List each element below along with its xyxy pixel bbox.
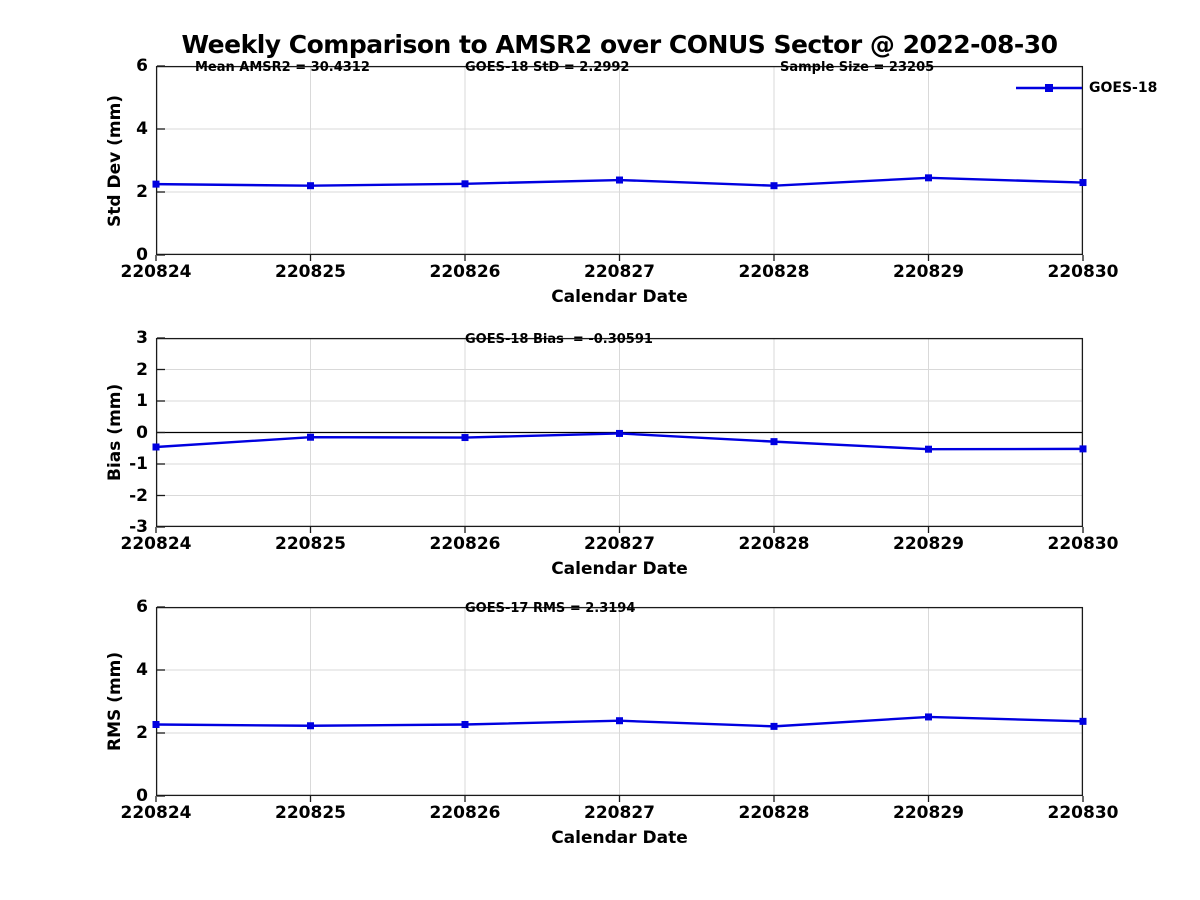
y-tick-label: -3 [129,517,148,537]
x-tick-label: 220829 [893,534,964,554]
y-tick-label: 1 [136,391,148,411]
x-axis-label: Calendar Date [551,287,688,307]
y-tick-label: 4 [136,660,148,680]
x-tick-labels: 220824 220825 220826 220827 220828 220829 2208… [121,262,1119,286]
x-tick-label: 220829 [893,262,964,282]
x-tick-label: 220828 [738,803,810,823]
x-tick-label: 220824 [120,803,192,823]
y-tick-label: 2 [136,359,148,380]
y-tick-label: 0 [136,422,148,443]
x-tick-label: 220827 [584,803,655,823]
x-tick-label: 220825 [275,534,346,554]
x-tick-label: 220828 [738,262,810,282]
x-tick-labels: 220824 220825 220826 220827 220828 220829 2208… [121,803,1119,827]
x-tick-label: 220827 [584,262,655,282]
subplot-bias: Bias (mm) -3 -2 -1 0 1 2 3 GOES-18 Bias = -0.3… [0,328,1200,598]
y-tick-label: 6 [136,597,148,617]
legend: GOES-18 [1016,80,1158,96]
x-tick-label: 220828 [738,534,810,554]
legend-label: GOES-18 [1089,80,1158,96]
y-tick-label: 2 [136,182,148,202]
line-chart-std-dev [152,65,1087,261]
y-tick-label: 3 [136,328,148,348]
x-tick-label: 220825 [275,262,346,282]
plot-area: Mean AMSR2 = 30.4312 GOES-18 StD = 2.299… [152,60,1157,261]
x-tick-label: 220830 [1047,803,1119,823]
x-axis-label: Calendar Date [551,559,688,579]
annotation-goes17-rms: GOES-17 RMS = 2.3194 [465,601,636,616]
y-tick-label: 2 [136,723,148,743]
y-tick-label: -1 [129,454,148,474]
chart-title: Weekly Comparison to AMSR2 over CONUS Se… [181,30,1058,59]
x-tick-label: 220830 [1047,534,1119,554]
annotation-goes18-bias: GOES-18 Bias = -0.30591 [465,332,653,347]
y-tick-label: 4 [136,119,148,139]
annotation-goes18-std: GOES-18 StD = 2.2992 [465,60,630,75]
y-tick-labels: 0 2 4 6 [0,597,148,806]
x-tick-label: 220825 [275,803,346,823]
plot-area: GOES-18 Bias = -0.30591 [152,332,1087,533]
y-tick-labels: 0 2 4 6 [0,56,148,265]
x-tick-labels: 220824 220825 220826 220827 220828 220829 2208… [121,534,1119,558]
x-tick-label: 220826 [429,262,501,282]
line-chart-rms [152,606,1087,802]
line-chart-bias [152,337,1087,533]
x-tick-label: 220829 [893,803,964,823]
x-axis-label: Calendar Date [551,828,688,848]
plot-area: GOES-17 RMS = 2.3194 [152,601,1087,802]
annotation-mean-amsr2: Mean AMSR2 = 30.4312 [195,60,370,75]
x-tick-label: 220824 [120,534,192,554]
x-tick-label: 220826 [429,803,501,823]
x-tick-label: 220830 [1047,262,1119,282]
x-tick-label: 220826 [429,534,501,554]
x-tick-label: 220824 [120,262,192,282]
y-tick-labels: -3 -2 -1 0 1 2 3 [0,328,148,537]
y-tick-label: -2 [129,485,148,506]
y-tick-label: 0 [136,245,148,265]
y-tick-label: 6 [136,56,148,76]
y-tick-label: 0 [136,786,148,806]
legend-line-marker-icon [1016,84,1082,92]
x-tick-label: 220827 [584,534,655,554]
annotation-sample-size: Sample Size = 23205 [780,60,935,75]
